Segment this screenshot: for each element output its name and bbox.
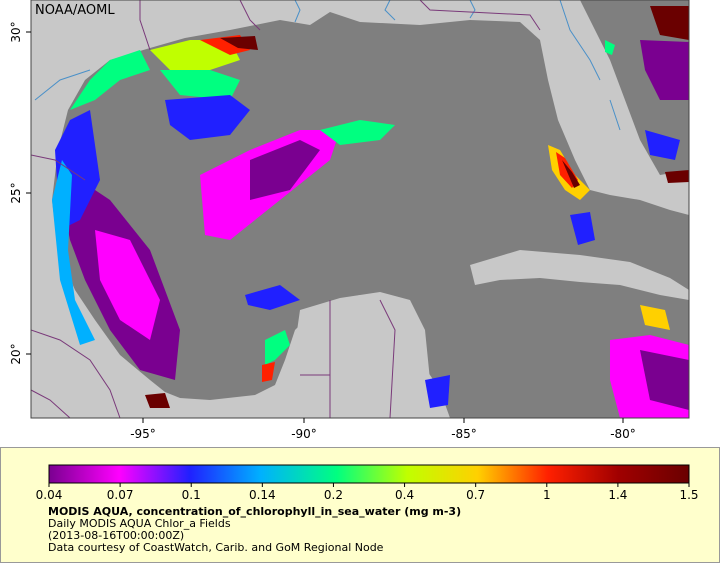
- chlorophyll-map: -95° -90° -85° -80° 30° 25° 20°: [9, 0, 690, 441]
- lat-tick-label: 20°: [9, 343, 23, 364]
- colorbar-tick-label: 1.4: [608, 488, 627, 502]
- colorbar: 0.04 0.07 0.1 0.14 0.2 0.4 0.7 1 1.4 1.5: [36, 464, 699, 502]
- colorbar-tick-label: 0.2: [324, 488, 343, 502]
- lon-ticks: [142, 418, 624, 423]
- colorbar-tick-label: 0.1: [182, 488, 201, 502]
- lon-tick-label: -90°: [291, 427, 317, 441]
- lat-tick-label: 30°: [9, 21, 23, 42]
- colorbar-gradient: [48, 464, 690, 484]
- lat-ticks: [26, 31, 31, 355]
- map-panel: -95° -90° -85° -80° 30° 25° 20° NOAA/AOM…: [9, 0, 690, 441]
- colorbar-tick-label: 0.07: [107, 488, 134, 502]
- legend-line4: Data courtesy of CoastWatch, Carib. and …: [48, 541, 384, 554]
- rivers: [34, 0, 621, 131]
- colorbar-tick-label: 0.04: [36, 488, 63, 502]
- legend-line3: (2013-08-16T00:00:00Z): [48, 529, 185, 542]
- legend-title: MODIS AQUA, concentration_of_chlorophyll…: [48, 505, 462, 518]
- colorbar-tick-label: 0.4: [395, 488, 414, 502]
- legend-panel: 0.04 0.07 0.1 0.14 0.2 0.4 0.7 1 1.4 1.5 MODIS AQ…: [0, 447, 720, 563]
- lon-tick-label: -80°: [610, 427, 636, 441]
- lon-tick-label: -85°: [451, 427, 477, 441]
- colorbar-tick-label: 1: [543, 488, 551, 502]
- lat-tick-label: 25°: [9, 182, 23, 203]
- borders: [31, 0, 541, 418]
- legend-line2: Daily MODIS AQUA Chlor_a Fields: [48, 517, 231, 530]
- cuba: [470, 250, 689, 300]
- colorbar-tick-label: 0.7: [466, 488, 485, 502]
- map-frame: [30, 0, 690, 419]
- chlorophyll-patches: [52, 6, 689, 418]
- colorbar-tick-label: 1.5: [679, 488, 698, 502]
- credit-label: NOAA/AOML: [35, 3, 115, 18]
- colorbar-ticks: 0.04 0.07 0.1 0.14 0.2 0.4 0.7 1 1.4 1.5: [36, 483, 699, 502]
- yucatan: [290, 292, 440, 418]
- legend-text: MODIS AQUA, concentration_of_chlorophyll…: [48, 506, 461, 554]
- colorbar-tick-label: 0.14: [249, 488, 276, 502]
- lon-tick-label: -95°: [130, 427, 156, 441]
